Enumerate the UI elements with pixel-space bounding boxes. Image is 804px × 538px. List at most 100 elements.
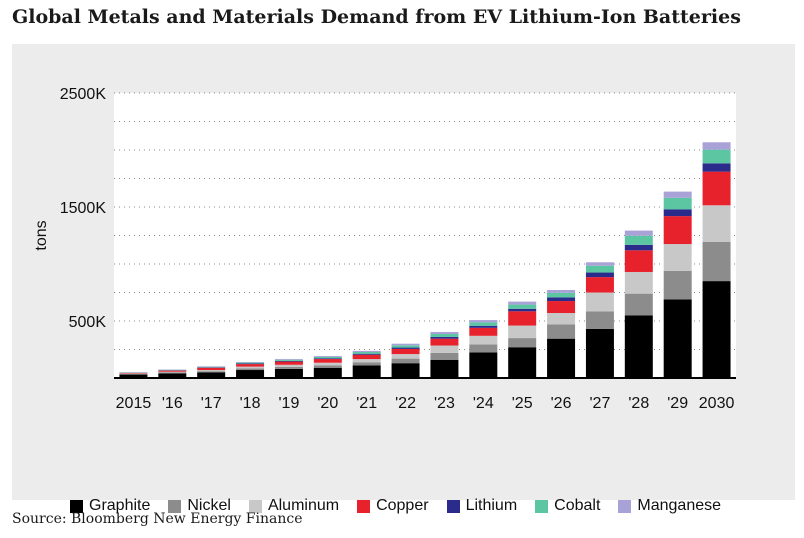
bar-segment-graphite — [352, 365, 381, 378]
legend-swatch — [618, 499, 632, 513]
bar-segment-graphite — [547, 338, 576, 378]
bar-segment-aluminum — [508, 325, 537, 339]
bar-segment-graphite — [313, 367, 342, 378]
legend-swatch — [357, 499, 371, 513]
legend-label: Nickel — [187, 497, 231, 514]
bar-segment-manganese — [313, 355, 342, 357]
bar-segment-graphite — [430, 359, 459, 378]
bar-segment-copper — [702, 171, 731, 206]
bar-segment-lithium — [547, 297, 576, 302]
bar-segment-manganese — [236, 362, 265, 363]
x-tick-label: '27 — [590, 395, 611, 412]
bar-segment-graphite — [508, 347, 537, 378]
bar-segment-aluminum — [197, 370, 226, 372]
y-tick-label: 500K — [69, 314, 107, 331]
legend-label: Lithium — [465, 497, 518, 514]
bar-segment-lithium — [274, 360, 303, 362]
bar-segment-nickel — [624, 293, 653, 316]
bar-segment-cobalt — [624, 235, 653, 245]
bar-segment-nickel — [508, 338, 537, 348]
y-axis-label: tons — [33, 220, 50, 250]
legend-item-copper: Copper — [357, 497, 429, 515]
bar-segment-copper — [508, 311, 537, 326]
legend-label: Aluminum — [267, 497, 340, 514]
bar-segment-copper — [352, 354, 381, 360]
bar-segment-lithium — [508, 308, 537, 312]
legend-label: Graphite — [89, 497, 151, 514]
x-tick-label: '29 — [667, 395, 688, 412]
bar-segment-copper — [313, 359, 342, 363]
bar-segment-manganese — [430, 331, 459, 334]
bar-segment-manganese — [352, 350, 381, 353]
x-tick-label: '20 — [317, 395, 338, 412]
bar-segment-nickel — [391, 358, 420, 364]
legend-label: Cobalt — [554, 497, 601, 514]
bar-segment-cobalt — [469, 322, 498, 326]
bar-segment-aluminum — [274, 364, 303, 367]
bar-segment-lithium — [585, 272, 614, 278]
bar-segment-manganese — [663, 191, 692, 198]
bar-segment-aluminum — [119, 373, 148, 375]
x-tick-label: '21 — [356, 395, 377, 412]
bar-segment-graphite — [391, 363, 420, 378]
x-tick-label: '25 — [512, 395, 533, 412]
chart-panel: 500K 1500K 2500K tons 2015 '16 '17 '18 '19 '20 '21… — [12, 44, 795, 514]
bar-segment-manganese — [391, 343, 420, 346]
bar-segment-lithium — [430, 336, 459, 339]
bar-segment-graphite — [624, 315, 653, 378]
bar-segment-aluminum — [430, 345, 459, 353]
bar-segment-copper — [663, 216, 692, 245]
bar-segment-manganese — [547, 289, 576, 293]
x-tick-label: '26 — [551, 395, 572, 412]
bar-segment-graphite — [158, 373, 187, 378]
chart-title: Global Metals and Materials Demand from … — [12, 6, 741, 28]
bar-segment-aluminum — [663, 244, 692, 271]
bar-segment-cobalt — [702, 149, 731, 164]
x-tick-label: '18 — [240, 395, 261, 412]
bar-segment-manganese — [274, 358, 303, 360]
bar-segment-nickel — [352, 362, 381, 366]
bar-segment-copper — [585, 277, 614, 293]
legend-swatch — [248, 499, 262, 513]
bar-segment-cobalt — [197, 366, 226, 368]
bar-segment-graphite — [663, 299, 692, 378]
bar-segment-graphite — [197, 372, 226, 378]
legend-item-manganese: Manganese — [618, 497, 721, 515]
bar-segment-copper — [391, 348, 420, 355]
x-tick-label: 2030 — [699, 395, 735, 412]
bar-segment-nickel — [585, 311, 614, 329]
legend-swatch — [535, 499, 549, 513]
x-tick-label: '16 — [162, 395, 183, 412]
bar-segment-nickel — [236, 368, 265, 371]
legend-label: Manganese — [637, 497, 722, 514]
legend-item-graphite: Graphite — [70, 497, 150, 515]
bar-segment-graphite — [585, 328, 614, 378]
bar-segment-nickel — [469, 344, 498, 353]
bar-segment-nickel — [547, 324, 576, 339]
bar-segment-aluminum — [236, 366, 265, 369]
bar-segment-cobalt — [430, 333, 459, 337]
bar-segment-aluminum — [313, 362, 342, 366]
bar-segment-lithium — [702, 163, 731, 172]
bar-segment-nickel — [197, 371, 226, 373]
legend-label: Copper — [376, 497, 429, 514]
bar-segment-aluminum — [391, 354, 420, 359]
bar-segment-manganese — [585, 262, 614, 266]
bar-segment-manganese — [702, 142, 731, 150]
bar-segment-aluminum — [585, 292, 614, 312]
bar-segment-cobalt — [313, 356, 342, 359]
bar-segment-graphite — [236, 370, 265, 378]
x-tick-label: 2015 — [116, 395, 152, 412]
bar-segment-cobalt — [391, 345, 420, 348]
x-tick-label: '22 — [395, 395, 416, 412]
bar-segment-lithium — [391, 347, 420, 349]
bar-segment-cobalt — [508, 304, 537, 309]
bar-segment-copper — [274, 361, 303, 365]
bar-segment-lithium — [236, 363, 265, 365]
bar-segment-nickel — [430, 352, 459, 360]
bar-segment-manganese — [624, 230, 653, 236]
bar-segment-cobalt — [236, 362, 265, 364]
bar-segment-nickel — [158, 372, 187, 374]
bar-segment-copper — [469, 327, 498, 336]
legend-item-aluminum: Aluminum — [248, 497, 340, 515]
